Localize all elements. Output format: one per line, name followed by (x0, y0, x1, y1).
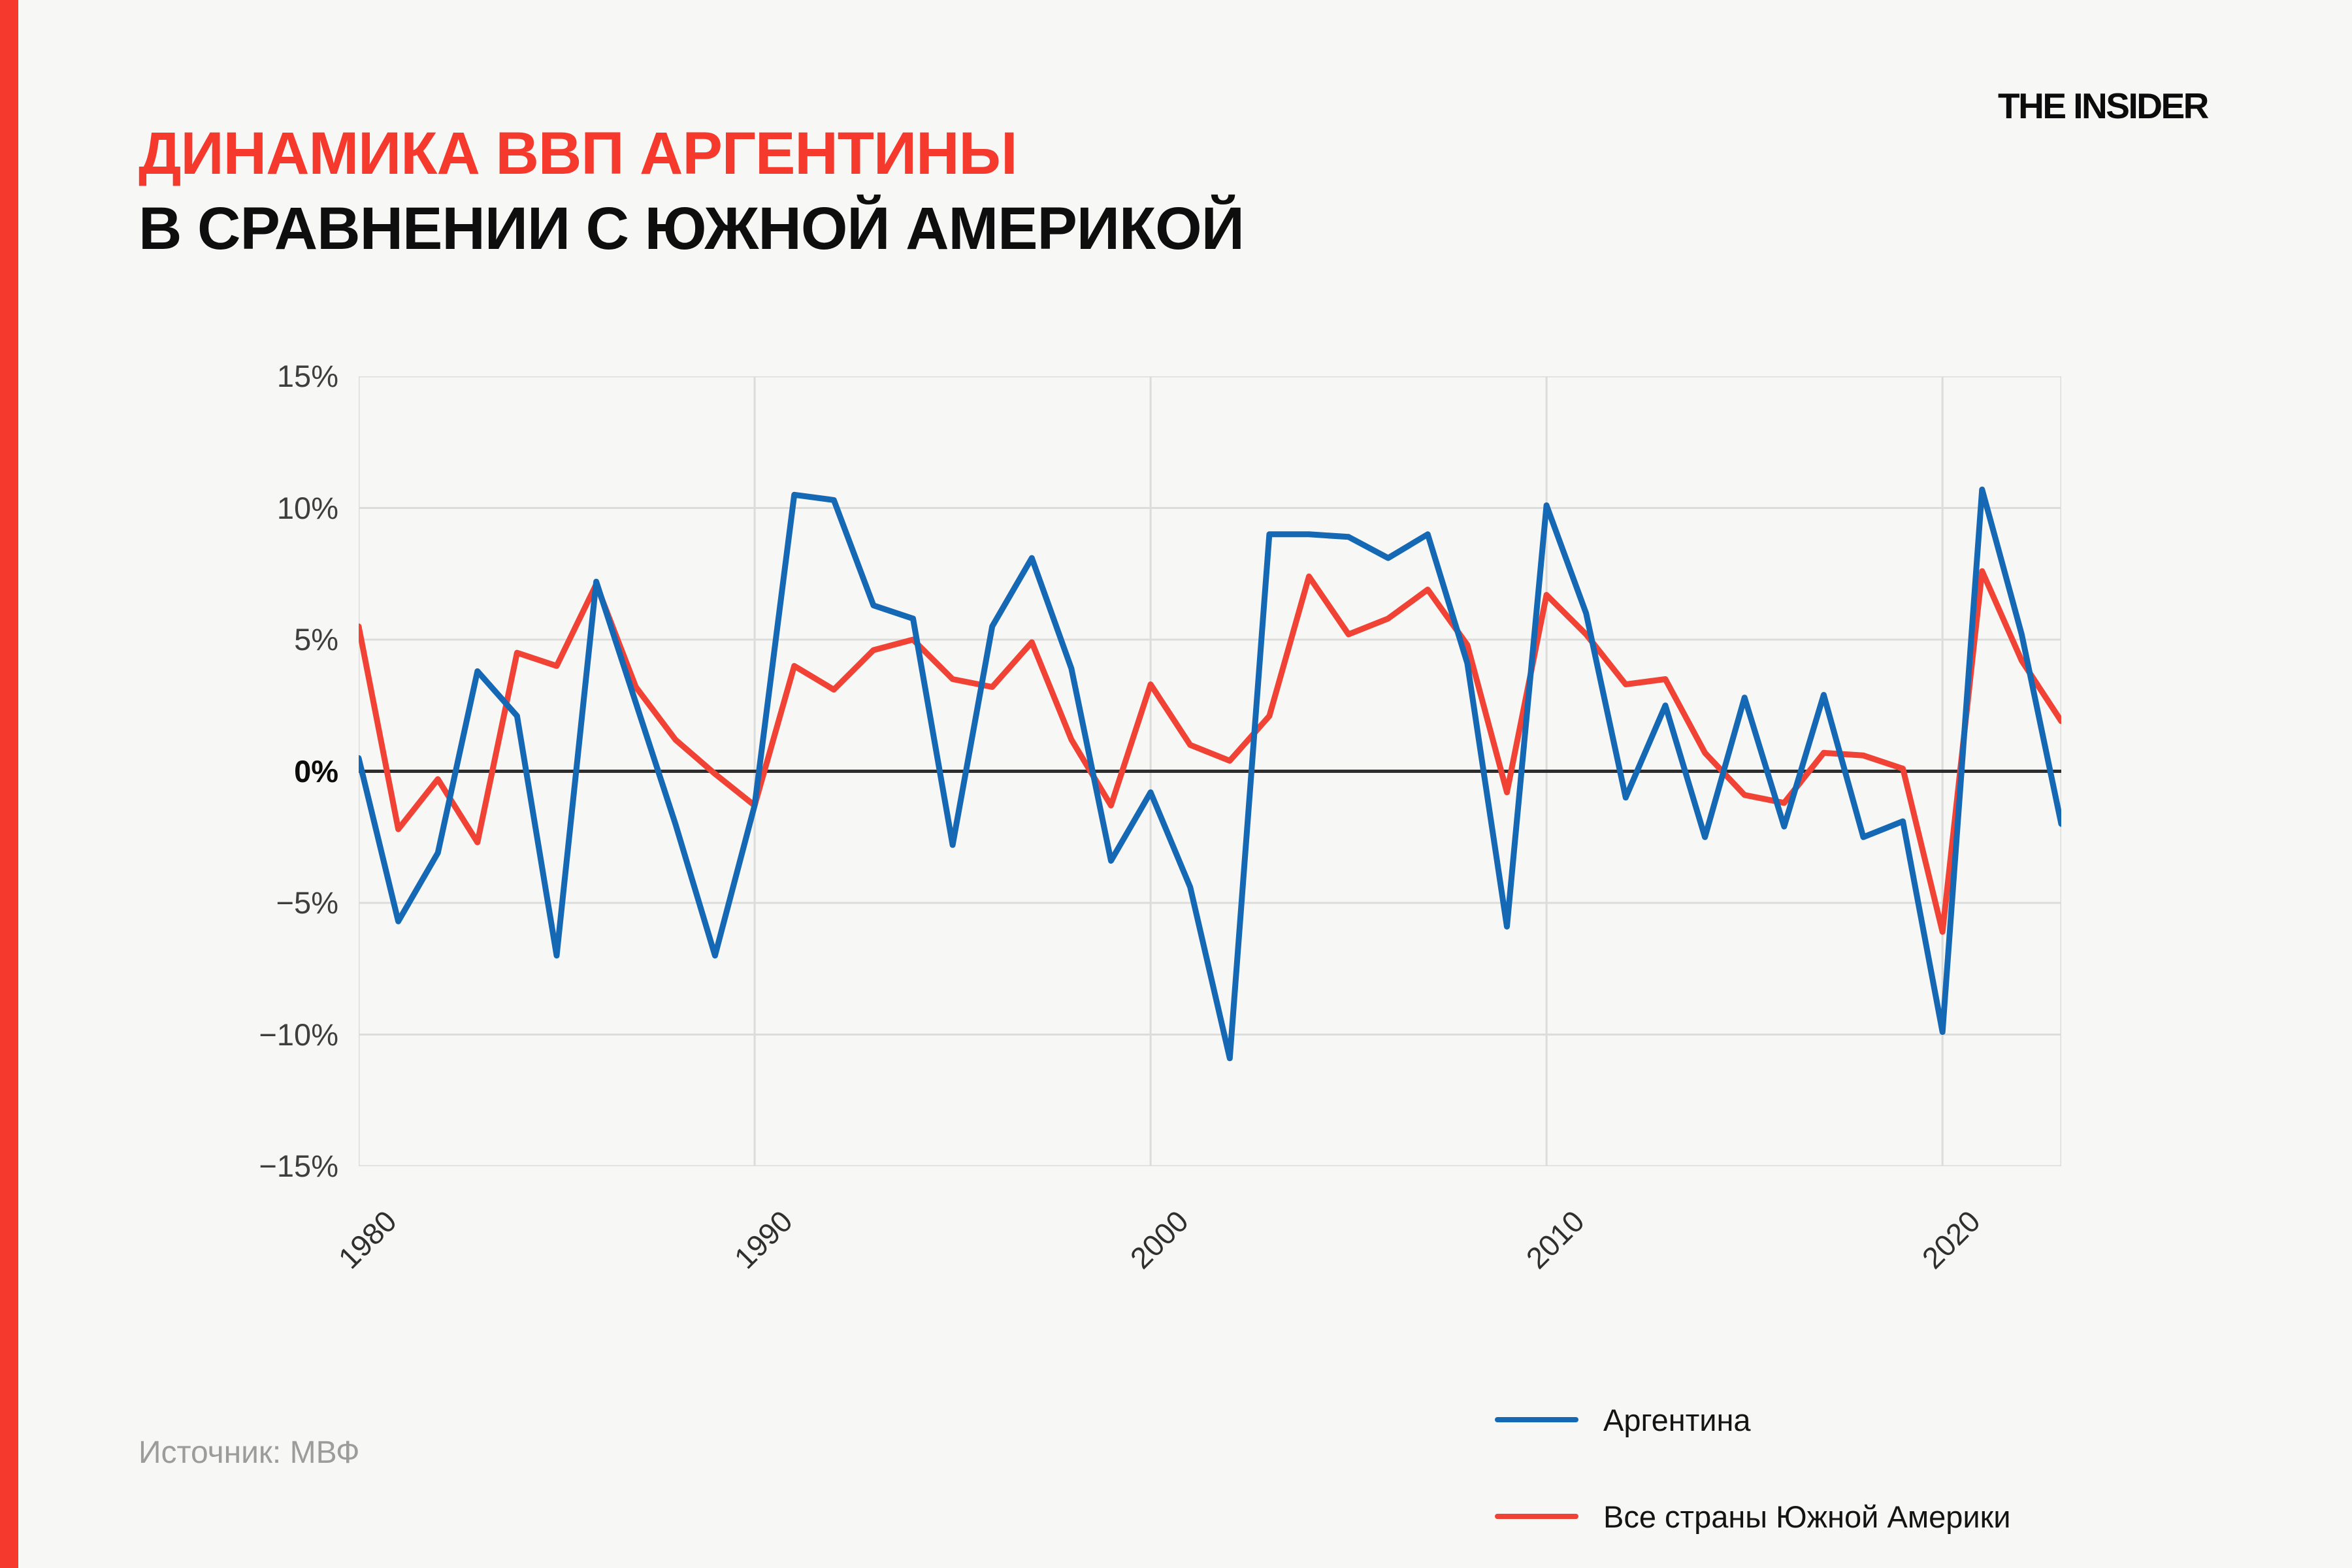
x-tick-label: 2020 (1915, 1203, 1987, 1275)
left-accent-bar (0, 0, 18, 1568)
legend-line-swatch-blue (1495, 1417, 1578, 1422)
publisher-logo: THE INSIDER (1998, 86, 2209, 126)
y-tick-label: 5% (294, 622, 338, 657)
legend-label: Аргентина (1603, 1402, 1751, 1437)
series-line-argentina (359, 486, 2061, 1062)
x-tick-label: 2000 (1123, 1203, 1195, 1275)
y-tick-label: −10% (259, 1017, 338, 1052)
x-tick-label: 1980 (331, 1203, 403, 1275)
title-line-2: В СРАВНЕНИИ С ЮЖНОЙ АМЕРИКОЙ (139, 195, 1245, 262)
legend-item-argentina: Аргентина (1495, 1396, 2010, 1444)
x-tick-label: 2010 (1519, 1203, 1591, 1275)
y-tick-label: 0% (294, 753, 338, 789)
legend-label: Все страны Южной Америки (1603, 1499, 2011, 1534)
y-tick-label: 15% (276, 359, 338, 393)
y-tick-label: −5% (276, 885, 338, 920)
y-tick-label: −15% (259, 1149, 338, 1183)
legend-line-swatch-red (1495, 1514, 1578, 1519)
page-title: ДИНАМИКА ВВП АРГЕНТИНЫ В СРАВНЕНИИ С ЮЖН… (139, 116, 1245, 267)
x-tick-label: 1990 (727, 1203, 799, 1275)
y-tick-label: 10% (276, 490, 338, 525)
source-note: Источник: МВФ (139, 1435, 360, 1470)
title-line-1: ДИНАМИКА ВВП АРГЕНТИНЫ (139, 120, 1018, 187)
gdp-line-chart (359, 376, 2061, 1166)
legend-item-south-america: Все страны Южной Америки (1495, 1492, 2010, 1541)
chart-legend: Аргентина Все страны Южной Америки (1495, 1396, 2010, 1568)
